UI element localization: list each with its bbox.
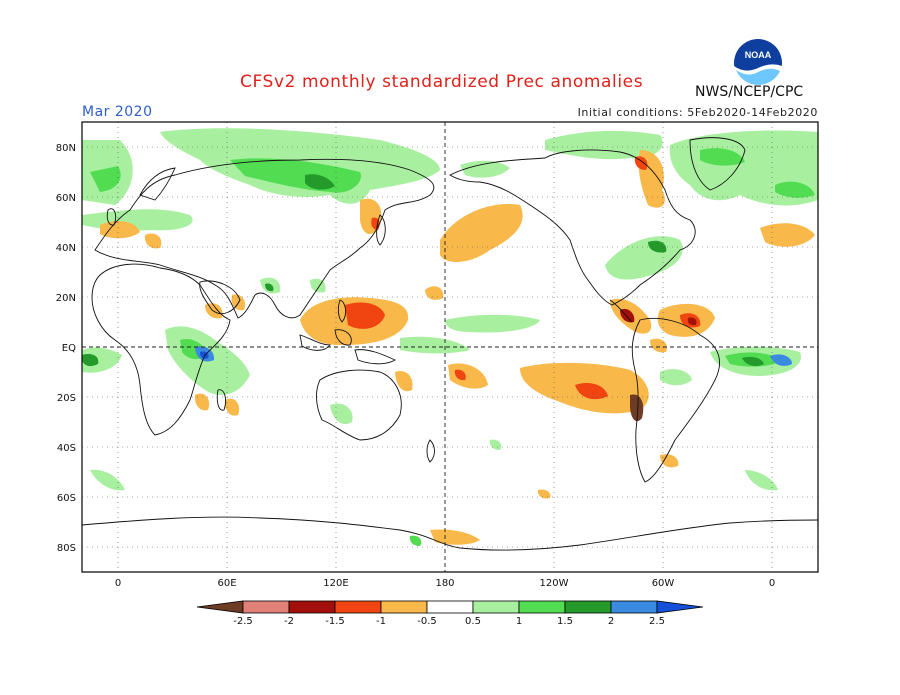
lat-label: 40S bbox=[57, 443, 76, 454]
lon-label: 0 bbox=[769, 578, 775, 589]
noaa-logo: NOAA bbox=[734, 39, 782, 88]
colorbar-label: 1 bbox=[516, 616, 522, 627]
colorbar-swatch bbox=[610, 600, 658, 614]
colorbar-label: 1.5 bbox=[557, 616, 573, 627]
colorbar-swatch bbox=[380, 600, 428, 614]
colorbar: -2.5 -2 -1.5 -1 -0.5 0.5 1 1.5 2 2.5 bbox=[196, 600, 704, 627]
lat-label: 60S bbox=[57, 493, 76, 504]
lat-label: 80N bbox=[56, 143, 76, 154]
colorbar-swatch bbox=[242, 600, 290, 614]
lat-label: 20S bbox=[57, 393, 76, 404]
lon-label: 120W bbox=[540, 578, 569, 589]
map-title: CFSv2 monthly standardized Prec anomalie… bbox=[240, 72, 644, 92]
lat-label: 60N bbox=[56, 193, 76, 204]
colorbar-arrow-high bbox=[656, 600, 704, 614]
colorbar-label: 2.5 bbox=[649, 616, 665, 627]
lon-label: 60E bbox=[217, 578, 236, 589]
colorbar-label: 0.5 bbox=[465, 616, 481, 627]
lon-label: 120E bbox=[323, 578, 348, 589]
colorbar-swatch bbox=[472, 600, 520, 614]
colorbar-label: -0.5 bbox=[417, 616, 437, 627]
colorbar-label: -2.5 bbox=[233, 616, 253, 627]
colorbar-label: 2 bbox=[608, 616, 614, 627]
equator-dateline bbox=[82, 122, 818, 572]
colorbar-swatch bbox=[518, 600, 566, 614]
initial-conditions: Initial conditions: 5Feb2020-14Feb2020 bbox=[577, 106, 818, 119]
colorbar-arrow-low bbox=[196, 600, 244, 614]
forecast-month: Mar 2020 bbox=[82, 104, 153, 120]
colorbar-swatch bbox=[334, 600, 382, 614]
colorbar-label: -2 bbox=[284, 616, 294, 627]
colorbar-label: -1.5 bbox=[325, 616, 345, 627]
svg-text:NOAA: NOAA bbox=[745, 50, 772, 60]
lon-label: 0 bbox=[115, 578, 121, 589]
map-frame bbox=[81, 121, 819, 573]
colorbar-swatch bbox=[564, 600, 612, 614]
agency-label: NWS/NCEP/CPC bbox=[695, 84, 804, 100]
colorbar-swatch bbox=[288, 600, 336, 614]
longitude-labels: 0 60E 120E 180 120W 60W 0 bbox=[115, 578, 775, 589]
coastlines bbox=[81, 137, 819, 551]
colorbar-swatch bbox=[426, 600, 474, 614]
lat-label: EQ bbox=[62, 343, 76, 354]
lat-label: 80S bbox=[57, 543, 76, 554]
lon-label: 180 bbox=[435, 578, 454, 589]
colorbar-label: -1 bbox=[376, 616, 386, 627]
lat-label: 20N bbox=[56, 293, 76, 304]
lon-label: 60W bbox=[652, 578, 675, 589]
lat-label: 40N bbox=[56, 243, 76, 254]
latitude-labels: 80N 60N 40N 20N EQ 20S 40S 60S 80S bbox=[56, 143, 76, 554]
